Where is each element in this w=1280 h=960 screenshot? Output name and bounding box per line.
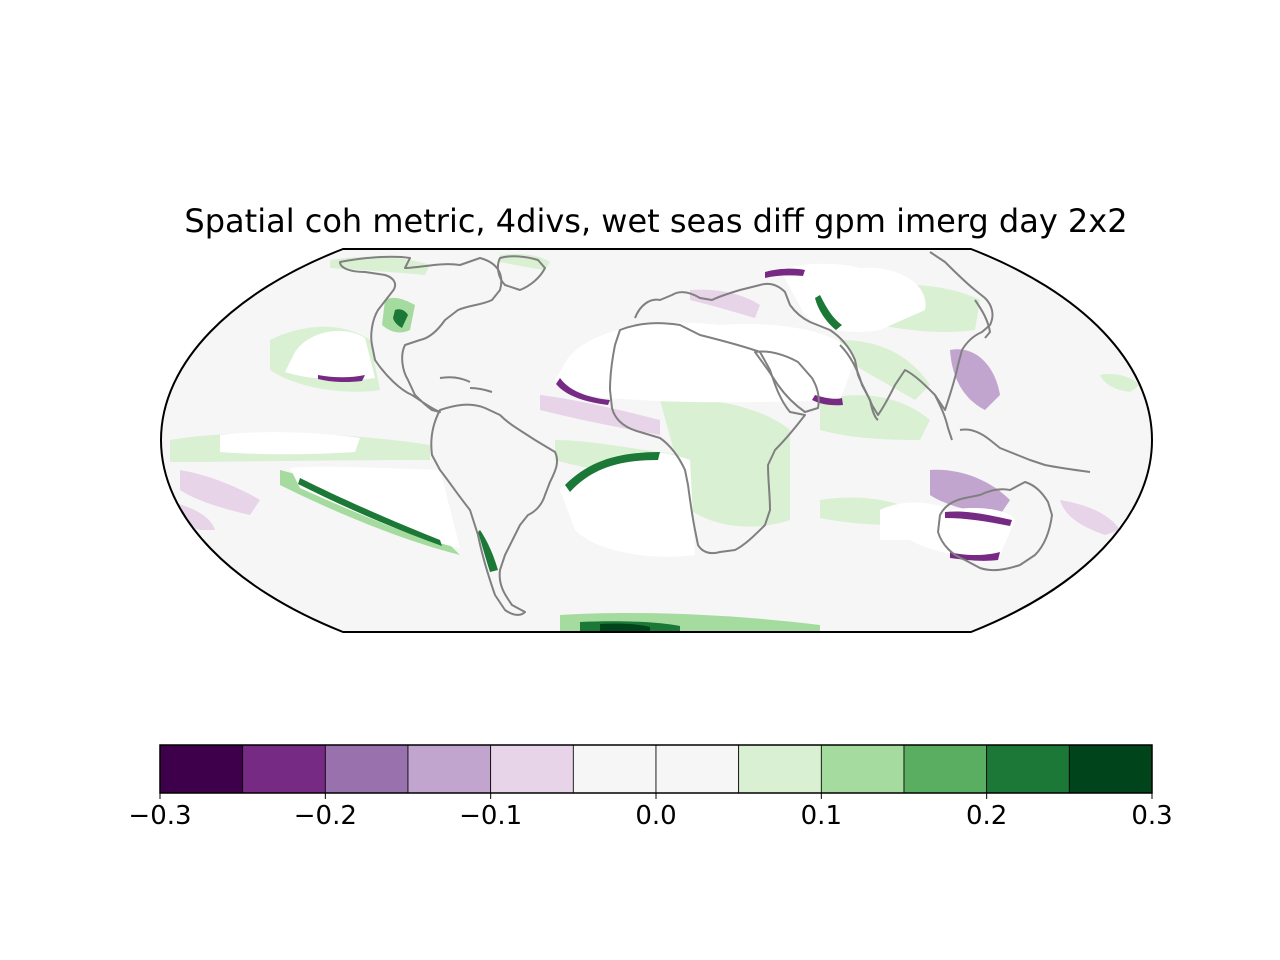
coastline-japan xyxy=(974,299,991,339)
coastline-australia xyxy=(937,481,1053,572)
coastline-north-america xyxy=(339,255,503,413)
coastline-greenland xyxy=(496,255,546,291)
coastlines xyxy=(339,251,1102,616)
colorbar-tick-label: 0.0 xyxy=(635,801,676,831)
map-title: Spatial coh metric, 4divs, wet seas diff… xyxy=(184,202,1128,240)
colorbar-tick-label: −0.2 xyxy=(294,801,357,831)
colorbar-segments xyxy=(159,744,1153,794)
colorbar-ticks: −0.3 −0.2 −0.1 0.0 0.1 0.2 0.3 xyxy=(128,793,1173,831)
colorbar-segment xyxy=(572,744,657,794)
coastline-india xyxy=(839,344,879,421)
colorbar-segment xyxy=(986,744,1070,794)
coastline-caribbean xyxy=(439,376,493,393)
colorbar-segment xyxy=(738,744,822,794)
colorbar-segment xyxy=(242,744,326,794)
colorbar-segment xyxy=(903,744,988,794)
coastline-southeast-asia xyxy=(934,394,1091,473)
colorbar-tick-label: −0.3 xyxy=(128,801,191,831)
colorbar-tick-label: −0.1 xyxy=(459,801,522,831)
colorbar-segment xyxy=(407,744,492,794)
map-frame xyxy=(159,248,1154,633)
colorbar-tick-label: 0.3 xyxy=(1131,801,1172,831)
colorbar-segment xyxy=(159,744,244,794)
colorbar-tick-label: 0.2 xyxy=(966,801,1007,831)
colorbar-segment xyxy=(655,744,740,794)
colorbar-segment xyxy=(490,744,574,794)
masked-regions xyxy=(220,263,1015,572)
coastline-south-america xyxy=(430,403,559,616)
coastline-arabia xyxy=(754,350,820,413)
colorbar-tick-label: 0.1 xyxy=(801,801,842,831)
colorbar-segment xyxy=(1068,744,1153,794)
colorbar-segment xyxy=(820,744,905,794)
world-map xyxy=(159,248,1154,633)
colorbar-segment xyxy=(324,744,409,794)
